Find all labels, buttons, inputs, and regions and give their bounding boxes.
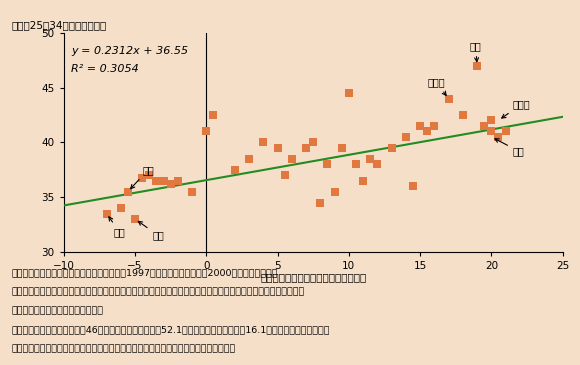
Point <box>408 183 418 189</box>
Point <box>280 172 289 178</box>
Point <box>173 178 183 184</box>
Point <box>365 156 375 162</box>
Point <box>187 189 197 195</box>
Point <box>116 205 125 211</box>
Point <box>430 123 439 129</box>
Point <box>358 178 368 184</box>
Point <box>137 176 147 181</box>
Point <box>337 145 346 151</box>
Point <box>144 172 154 178</box>
Point <box>487 128 496 134</box>
Point <box>494 134 503 140</box>
Point <box>230 167 240 173</box>
Point <box>373 161 382 167</box>
Point <box>130 216 140 222</box>
Point <box>351 161 361 167</box>
Text: 埼玉: 埼玉 <box>495 139 524 156</box>
Text: 未婚率が全国平均値から標準偏差の３倍を超えているため、推計から除外した）。: 未婚率が全国平均値から標準偏差の３倍を超えているため、推計から除外した）。 <box>12 344 236 353</box>
Point <box>124 189 133 195</box>
Point <box>244 156 253 162</box>
Text: 福井: 福井 <box>138 221 164 241</box>
Text: ３．サンプルは東京都除く46道府県（東京都は未婚率52.1％フルタイム就業率格差16.1ポイントとなっており、: ３．サンプルは東京都除く46道府県（東京都は未婚率52.1％フルタイム就業率格差… <box>12 325 330 334</box>
Point <box>323 161 332 167</box>
Text: R² = 0.3054: R² = 0.3054 <box>71 64 139 73</box>
Point <box>202 128 211 134</box>
X-axis label: （フルタイム就業率格差：ポイント）: （フルタイム就業率格差：ポイント） <box>260 272 367 282</box>
Point <box>309 139 318 145</box>
Point <box>415 123 425 129</box>
Text: 北海道: 北海道 <box>427 77 446 95</box>
Text: 神奈川: 神奈川 <box>502 99 530 118</box>
Point <box>166 181 175 187</box>
Point <box>473 63 482 69</box>
Text: 島根: 島根 <box>130 165 154 189</box>
Point <box>401 134 411 140</box>
Point <box>316 200 325 205</box>
Text: 山形: 山形 <box>109 217 125 237</box>
Point <box>102 211 111 216</box>
Point <box>287 156 296 162</box>
Point <box>259 139 268 145</box>
Point <box>159 178 168 184</box>
Point <box>152 178 161 184</box>
Point <box>501 128 510 134</box>
Text: （女打25～34歳未婚率：％）: （女打25～34歳未婚率：％） <box>12 20 107 30</box>
Point <box>444 96 453 101</box>
Text: 職員の割合（％）を引いた値。: 職員の割合（％）を引いた値。 <box>12 306 104 315</box>
Point <box>487 118 496 123</box>
Point <box>458 112 467 118</box>
Point <box>273 145 282 151</box>
Text: ２．「フルタイム就業率格差」とは、無配偶女性に占める正規職員の割合（％）から、有配偶女性に占める正規: ２．「フルタイム就業率格差」とは、無配偶女性に占める正規職員の割合（％）から、有… <box>12 287 305 296</box>
Text: （備考）１．総務省「就業構造基本調査」（1997年）、「国勢調査」（2000年）により作成。: （備考）１．総務省「就業構造基本調査」（1997年）、「国勢調査」（2000年）… <box>12 268 278 277</box>
Point <box>480 123 489 129</box>
Text: y = 0.2312x + 36.55: y = 0.2312x + 36.55 <box>71 46 188 56</box>
Point <box>344 90 353 96</box>
Text: 大阪: 大阪 <box>470 41 482 62</box>
Point <box>387 145 396 151</box>
Point <box>209 112 218 118</box>
Point <box>423 128 432 134</box>
Point <box>330 189 339 195</box>
Point <box>302 145 311 151</box>
